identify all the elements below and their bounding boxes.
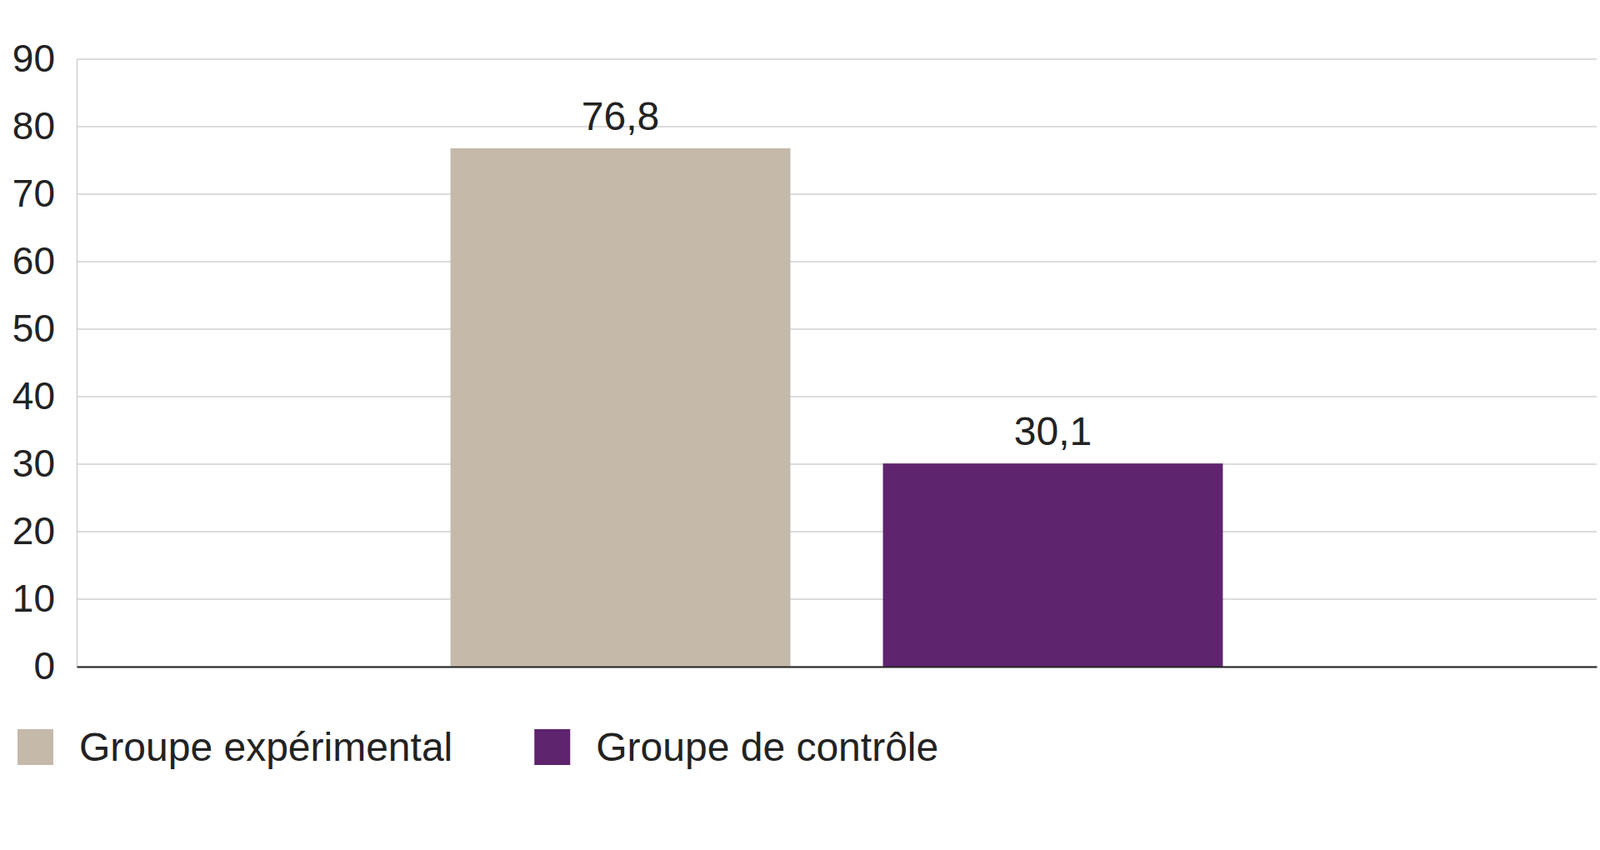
grid-line <box>76 328 1597 330</box>
data-label: 30,1 <box>1014 409 1092 454</box>
bar <box>883 463 1224 667</box>
data-label: 76,8 <box>581 94 660 139</box>
y-tick-label: 0 <box>33 644 55 688</box>
bar <box>450 148 791 667</box>
y-tick: 90 <box>12 36 77 80</box>
grid-line <box>76 463 1597 465</box>
grid-line <box>76 598 1597 600</box>
legend-label: Groupe expérimental <box>79 725 453 770</box>
y-tick: 80 <box>12 104 77 148</box>
legend-swatch <box>17 729 54 765</box>
y-tick-label: 80 <box>12 104 55 148</box>
y-tick: 30 <box>12 441 77 485</box>
y-tick: 0 <box>33 644 77 688</box>
chart: 0 10 20 30 40 50 60 70 80 90 76,8 30,1 Groupe expéri… <box>0 0 1600 850</box>
y-tick: 70 <box>12 171 77 215</box>
legend: Groupe expérimental Groupe de contrôle <box>17 725 939 770</box>
grid-line <box>76 260 1597 263</box>
legend-label: Groupe de contrôle <box>595 725 939 770</box>
grid-line <box>76 58 1597 60</box>
grid-line <box>76 665 1597 668</box>
y-axis: 0 10 20 30 40 50 60 70 80 90 <box>12 36 78 688</box>
y-tick-label: 50 <box>12 306 55 350</box>
grid-line <box>76 530 1597 533</box>
grid-line <box>76 125 1597 128</box>
y-tick-label: 70 <box>12 171 55 215</box>
grid-line <box>76 395 1597 398</box>
y-tick-label: 10 <box>12 576 55 620</box>
y-tick: 50 <box>12 306 77 350</box>
x-axis-line <box>77 666 1598 669</box>
y-axis-line <box>76 60 79 668</box>
x-axis <box>77 666 1598 669</box>
grid-line <box>76 193 1597 195</box>
y-tick: 20 <box>12 509 77 553</box>
data-labels: 76,8 30,1 <box>581 94 1092 454</box>
y-tick-label: 60 <box>12 239 55 283</box>
y-tick: 40 <box>12 374 77 418</box>
y-tick: 60 <box>12 239 77 283</box>
y-tick-label: 20 <box>12 509 55 553</box>
y-tick-label: 30 <box>12 441 55 485</box>
legend-swatch <box>534 729 570 765</box>
y-tick: 10 <box>12 576 77 620</box>
bars <box>450 148 1224 667</box>
y-tick-label: 90 <box>12 36 55 80</box>
y-tick-label: 40 <box>12 374 55 418</box>
grid <box>76 59 1597 667</box>
